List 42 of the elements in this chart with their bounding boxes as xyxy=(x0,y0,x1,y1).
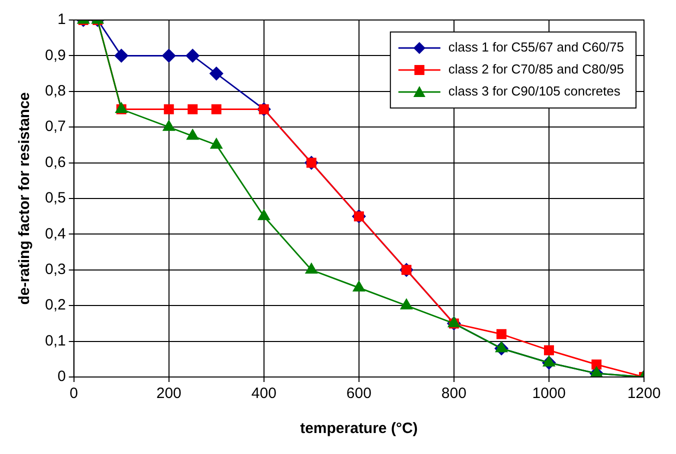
y-axis-title: de-rating factor for resistance xyxy=(16,92,34,305)
x-tick-label: 1200 xyxy=(627,385,661,402)
point xyxy=(210,66,224,80)
point xyxy=(496,342,508,352)
point xyxy=(496,329,506,340)
x-axis-title: temperature (°C) xyxy=(300,420,418,438)
x-tick-label: 200 xyxy=(156,385,182,402)
point xyxy=(162,120,175,131)
legend-label: class 1 for C55/67 and C60/75 xyxy=(448,40,624,55)
point xyxy=(164,104,174,114)
x-tick-label: 800 xyxy=(441,385,466,402)
x-tick-label: 0 xyxy=(70,385,78,402)
y-tick-label: 0,7 xyxy=(44,118,66,136)
y-tick-label: 0,5 xyxy=(44,190,66,207)
y-tick-label: 0,8 xyxy=(44,82,66,100)
y-tick-label: 0,4 xyxy=(44,225,66,242)
legend-label: class 2 for C70/85 and C80/95 xyxy=(448,62,624,77)
point xyxy=(186,48,200,62)
point xyxy=(114,48,128,62)
point xyxy=(162,48,176,62)
point xyxy=(211,104,222,114)
y-tick-label: 0,6 xyxy=(44,154,66,171)
point xyxy=(258,210,270,220)
y-tick-label: 0 xyxy=(58,368,66,386)
x-tick-label: 1000 xyxy=(532,385,566,402)
point xyxy=(188,104,198,114)
y-tick-label: 0,2 xyxy=(44,296,66,314)
point xyxy=(186,129,199,140)
point xyxy=(210,138,222,149)
point xyxy=(305,263,318,274)
point xyxy=(544,345,554,356)
y-tick-label: 0,1 xyxy=(44,332,66,350)
point xyxy=(352,281,365,292)
legend-label: class 3 for C90/105 concretes xyxy=(448,84,621,99)
y-tick-label: 0,9 xyxy=(44,46,66,64)
point xyxy=(543,356,555,366)
point xyxy=(591,360,602,370)
y-tick-label: 1 xyxy=(58,11,66,28)
point xyxy=(400,298,412,310)
x-tick-label: 600 xyxy=(346,385,372,402)
x-tick-label: 400 xyxy=(251,385,276,402)
y-tick-label: 0,3 xyxy=(44,261,66,278)
